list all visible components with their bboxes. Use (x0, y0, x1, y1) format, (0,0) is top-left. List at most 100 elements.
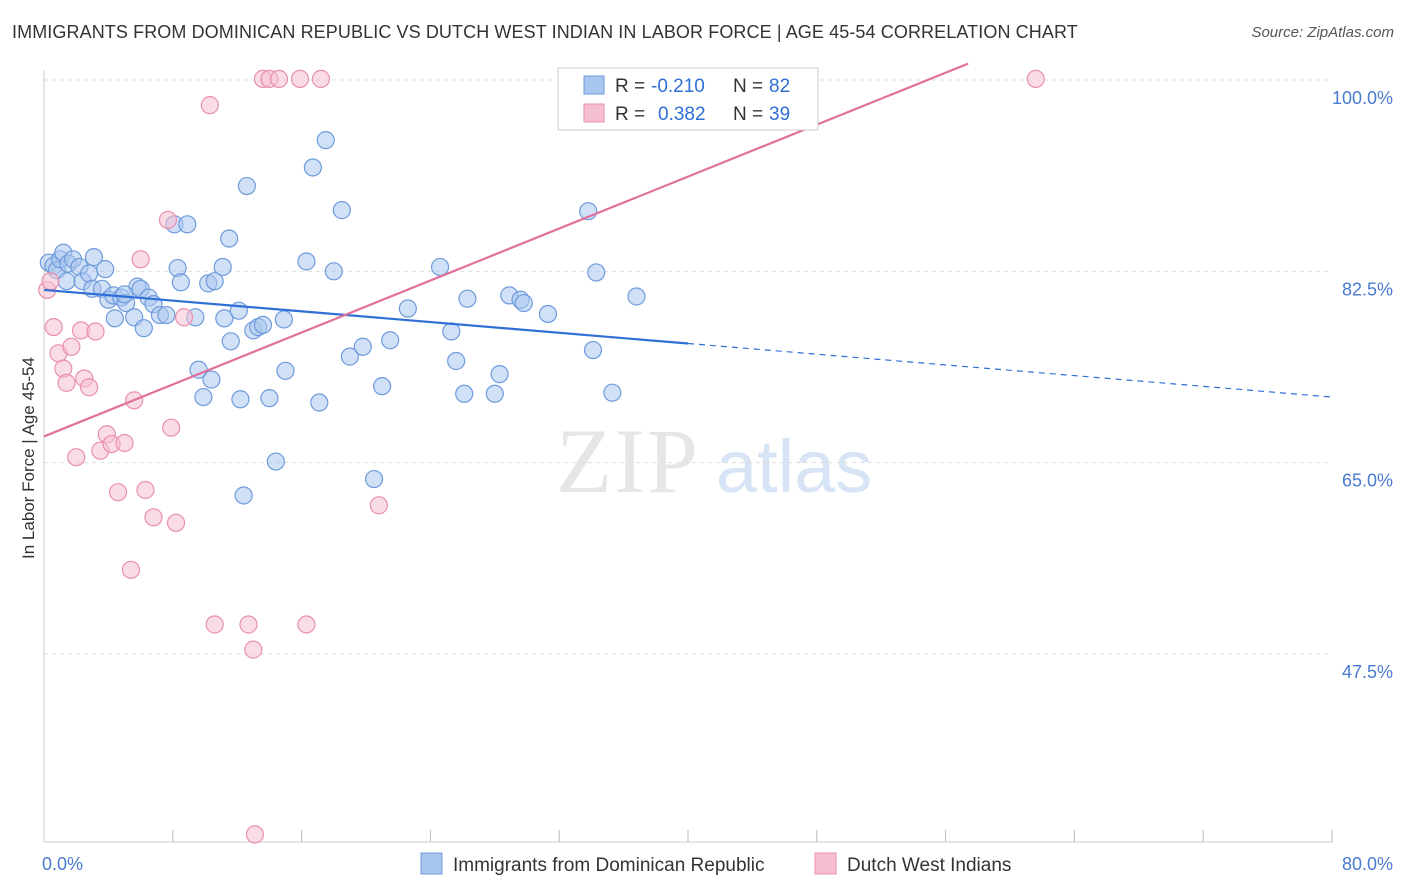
dominican-point-61 (373, 377, 392, 396)
dominican-point-64 (430, 257, 450, 277)
dominican-point-36 (202, 370, 221, 389)
dominican-point-43 (231, 390, 250, 409)
legend-r-label-2: R = (615, 104, 645, 125)
dutch-point-19 (131, 250, 150, 269)
source-label: Source: ZipAtlas.com (1251, 24, 1394, 41)
legend-r-value-2: 0.382 (658, 104, 706, 125)
dutch-point-17 (121, 560, 141, 579)
dutch-point-15 (108, 483, 128, 502)
dominican-point-53 (303, 158, 322, 177)
dominican-point-63 (398, 299, 417, 318)
y-tick-labels: 100.0% 82.5% 65.0% 47.5% (1332, 88, 1393, 682)
correlation-legend: R = -0.210 N = 82 R = 0.382 N = 39 (557, 67, 819, 131)
dominican-point-68 (458, 289, 477, 308)
dominican-point-73 (514, 293, 533, 313)
dominican-point-69 (485, 384, 504, 403)
dominican-point-58 (340, 347, 359, 366)
dominican-point-40 (220, 229, 239, 248)
dutch-point-29 (244, 640, 263, 659)
dominican-point-62 (381, 331, 400, 350)
dutch-point-37 (369, 496, 388, 515)
dutch-point-38 (1026, 69, 1045, 89)
dominican-point-75 (583, 340, 603, 360)
dutch-point-22 (158, 210, 178, 230)
dominican-point-74 (538, 304, 558, 324)
dutch-point-7 (67, 448, 86, 467)
x-tick-label-min: 0.0% (42, 854, 83, 874)
dominican-point-67 (455, 384, 474, 403)
dominican-point-17 (105, 309, 124, 328)
dominican-point-54 (310, 393, 329, 412)
dominican-point-12 (84, 248, 104, 267)
dominican-point-37 (205, 272, 224, 291)
dominican-point-44 (237, 176, 256, 196)
watermark-zip: ZIP (556, 410, 700, 512)
dominican-point-41 (221, 332, 240, 351)
legend-swatch-pink (583, 103, 605, 123)
dutch-point-27 (205, 615, 224, 634)
dutch-point-2 (44, 317, 63, 337)
dominican-point-30 (171, 273, 190, 292)
legend-n-value-1: 82 (769, 76, 790, 97)
y-tick-label-3: 47.5% (1342, 662, 1393, 682)
dutch-point-28 (239, 615, 258, 634)
dominican-point-31 (178, 215, 197, 234)
legend-n-label-2: N = (733, 104, 763, 125)
y-tick-label-1: 82.5% (1342, 279, 1393, 299)
legend-n-value-2: 39 (769, 104, 790, 125)
dominican-point-23 (134, 319, 153, 338)
dominican-point-49 (266, 452, 285, 471)
bottom-legend-label-pink: Dutch West Indians (847, 855, 1011, 876)
dutch-point-26 (200, 96, 219, 115)
dutch-point-10 (79, 378, 99, 397)
legend-swatch-blue (583, 75, 605, 95)
bottom-legend-swatch-blue (420, 852, 443, 875)
bottom-legend-label-blue: Immigrants from Dominican Republic (453, 855, 765, 876)
dutch-point-30 (245, 825, 265, 844)
dominican-point-59 (353, 337, 372, 356)
dominican-point-70 (490, 365, 509, 384)
dominican-point-77 (587, 263, 606, 282)
dutch-point-33 (269, 69, 289, 89)
chart-title: IMMIGRANTS FROM DOMINICAN REPUBLIC VS DU… (12, 22, 1078, 42)
dutch-point-34 (290, 69, 310, 89)
y-tick-label-2: 65.0% (1342, 471, 1393, 491)
legend-r-label-1: R = (615, 76, 645, 97)
dominican-point-81 (115, 285, 134, 304)
series-legend: Immigrants from Dominican Republic Dutch… (420, 852, 1011, 876)
dutch-point-25 (174, 308, 194, 327)
dominican-point-47 (253, 315, 273, 335)
dominican-point-48 (260, 389, 279, 408)
dominican-point-51 (276, 361, 295, 380)
dominican-point-57 (332, 201, 351, 220)
legend-r-value-1: -0.210 (651, 76, 705, 97)
legend-n-label-1: N = (733, 76, 763, 97)
trend-line-dominican-extension (687, 342, 1333, 398)
dominican-point-60 (364, 469, 384, 489)
dominican-point-65 (442, 322, 461, 341)
dutch-point-21 (144, 508, 163, 527)
gridlines (44, 79, 1332, 655)
dominican-point-80 (234, 486, 253, 505)
series-dutch-west-indian-points (38, 69, 1045, 844)
bottom-legend-swatch-pink (814, 852, 837, 875)
dutch-point-35 (297, 615, 316, 634)
dominican-point-50 (274, 310, 293, 329)
dominican-point-10 (79, 264, 99, 283)
y-tick-label-0: 100.0% (1332, 88, 1393, 108)
dutch-point-23 (162, 418, 181, 437)
dominican-point-34 (194, 387, 213, 407)
x-tick-label-max: 80.0% (1342, 854, 1393, 874)
dominican-point-78 (603, 383, 622, 402)
dominican-point-27 (157, 305, 176, 325)
dominican-point-14 (96, 260, 115, 279)
dutch-point-1 (41, 272, 60, 291)
dutch-point-36 (311, 69, 331, 89)
watermark-atlas: atlas (716, 425, 872, 508)
dutch-point-20 (136, 480, 155, 500)
dominican-point-56 (324, 262, 343, 281)
dutch-point-11 (86, 322, 105, 341)
dutch-point-24 (166, 513, 186, 532)
dominican-point-66 (447, 351, 466, 371)
